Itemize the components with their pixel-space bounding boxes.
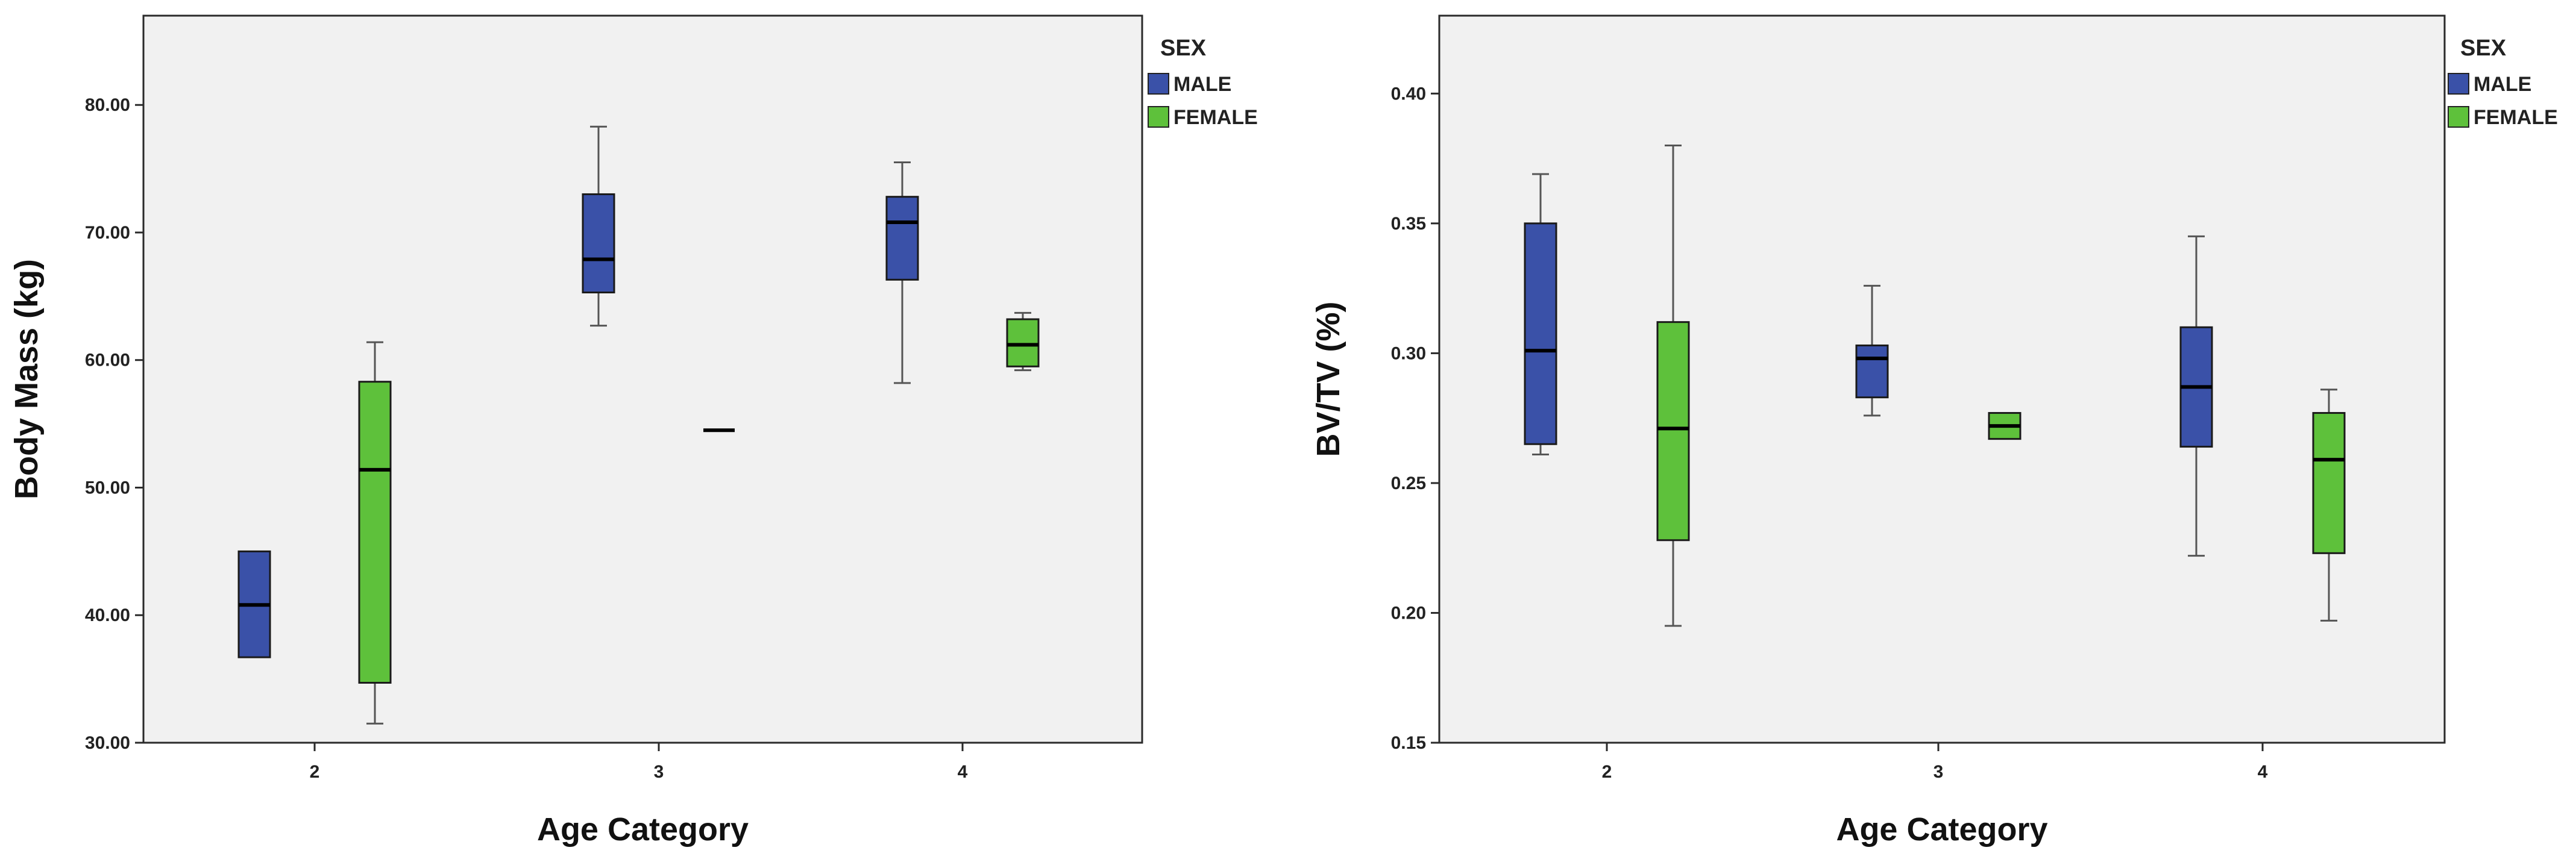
x-axis-title: Age Category	[537, 811, 749, 848]
legend: SEX MALE FEMALE	[1148, 36, 1258, 129]
legend-title: SEX	[2460, 36, 2507, 61]
legend-label-female: FEMALE	[1173, 106, 1258, 129]
box-female-3	[1988, 412, 2022, 440]
legend-swatch-female	[2448, 106, 2469, 128]
x-tick-label: 2	[310, 762, 320, 782]
y-axis-title: Body Mass (kg)	[8, 259, 45, 499]
legend-swatch-female	[1148, 106, 1169, 128]
box-male-3	[1855, 284, 1889, 417]
box-iqr	[582, 193, 615, 294]
y-axis-title: BV/TV (%)	[1310, 301, 1346, 457]
y-tick-label: 60.00	[85, 351, 130, 370]
bvtv-chart: 0.15 0.20 0.25 0.30 0.35 0.40 2 3 4 BV/TV (%) A…	[1310, 14, 2558, 848]
x-tick-label: 3	[1934, 762, 1944, 782]
x-tick-label: 2	[1602, 762, 1612, 782]
x-tick-label: 4	[2258, 762, 2268, 782]
box-iqr	[2312, 412, 2346, 554]
y-tick-label: 0.15	[1391, 733, 1426, 753]
box-female-2	[1656, 145, 1690, 627]
y-tick-label: 0.30	[1391, 343, 1426, 363]
box-female-4	[2312, 389, 2346, 622]
legend-title: SEX	[1160, 36, 1207, 61]
box-male-2	[1524, 173, 1557, 456]
legend-label-male: MALE	[2474, 73, 2531, 96]
box-male-4	[885, 161, 919, 384]
body-mass-chart: 30.00 40.00 50.00 60.00 70.00 80.00 2 3 4 Body …	[8, 14, 1258, 848]
plot-area	[142, 14, 1143, 744]
box-male-2	[237, 550, 271, 658]
box-male-3	[582, 125, 615, 327]
legend-swatch-male	[2448, 73, 2469, 95]
y-tick-label: 50.00	[85, 478, 130, 498]
box-female-2	[358, 341, 392, 725]
x-axis-title: Age Category	[1836, 811, 2047, 848]
legend-swatch-male	[1148, 73, 1169, 95]
legend-label-female: FEMALE	[2474, 106, 2558, 129]
x-tick-label: 3	[654, 762, 664, 782]
y-tick-label: 0.20	[1391, 603, 1426, 623]
y-tick-label: 0.25	[1391, 473, 1426, 493]
box-iqr	[885, 196, 919, 281]
y-tick-label: 0.40	[1391, 84, 1426, 104]
y-tick-label: 30.00	[85, 733, 130, 753]
y-tick-label: 40.00	[85, 605, 130, 625]
box-iqr	[1006, 318, 1040, 367]
box-iqr	[1855, 344, 1889, 399]
box-iqr	[1524, 222, 1557, 445]
y-tick-label: 0.35	[1391, 214, 1426, 234]
legend-label-male: MALE	[1173, 73, 1231, 96]
y-tick-label: 80.00	[85, 95, 130, 115]
x-tick-label: 4	[958, 762, 968, 782]
box-iqr	[1656, 321, 1690, 542]
box-iqr	[358, 381, 392, 684]
box-male-4	[2179, 235, 2213, 557]
legend: SEX MALE FEMALE	[2448, 36, 2558, 129]
y-tick-label: 70.00	[85, 223, 130, 243]
box-female-4	[1006, 311, 1040, 372]
plot-area	[1438, 14, 2446, 744]
